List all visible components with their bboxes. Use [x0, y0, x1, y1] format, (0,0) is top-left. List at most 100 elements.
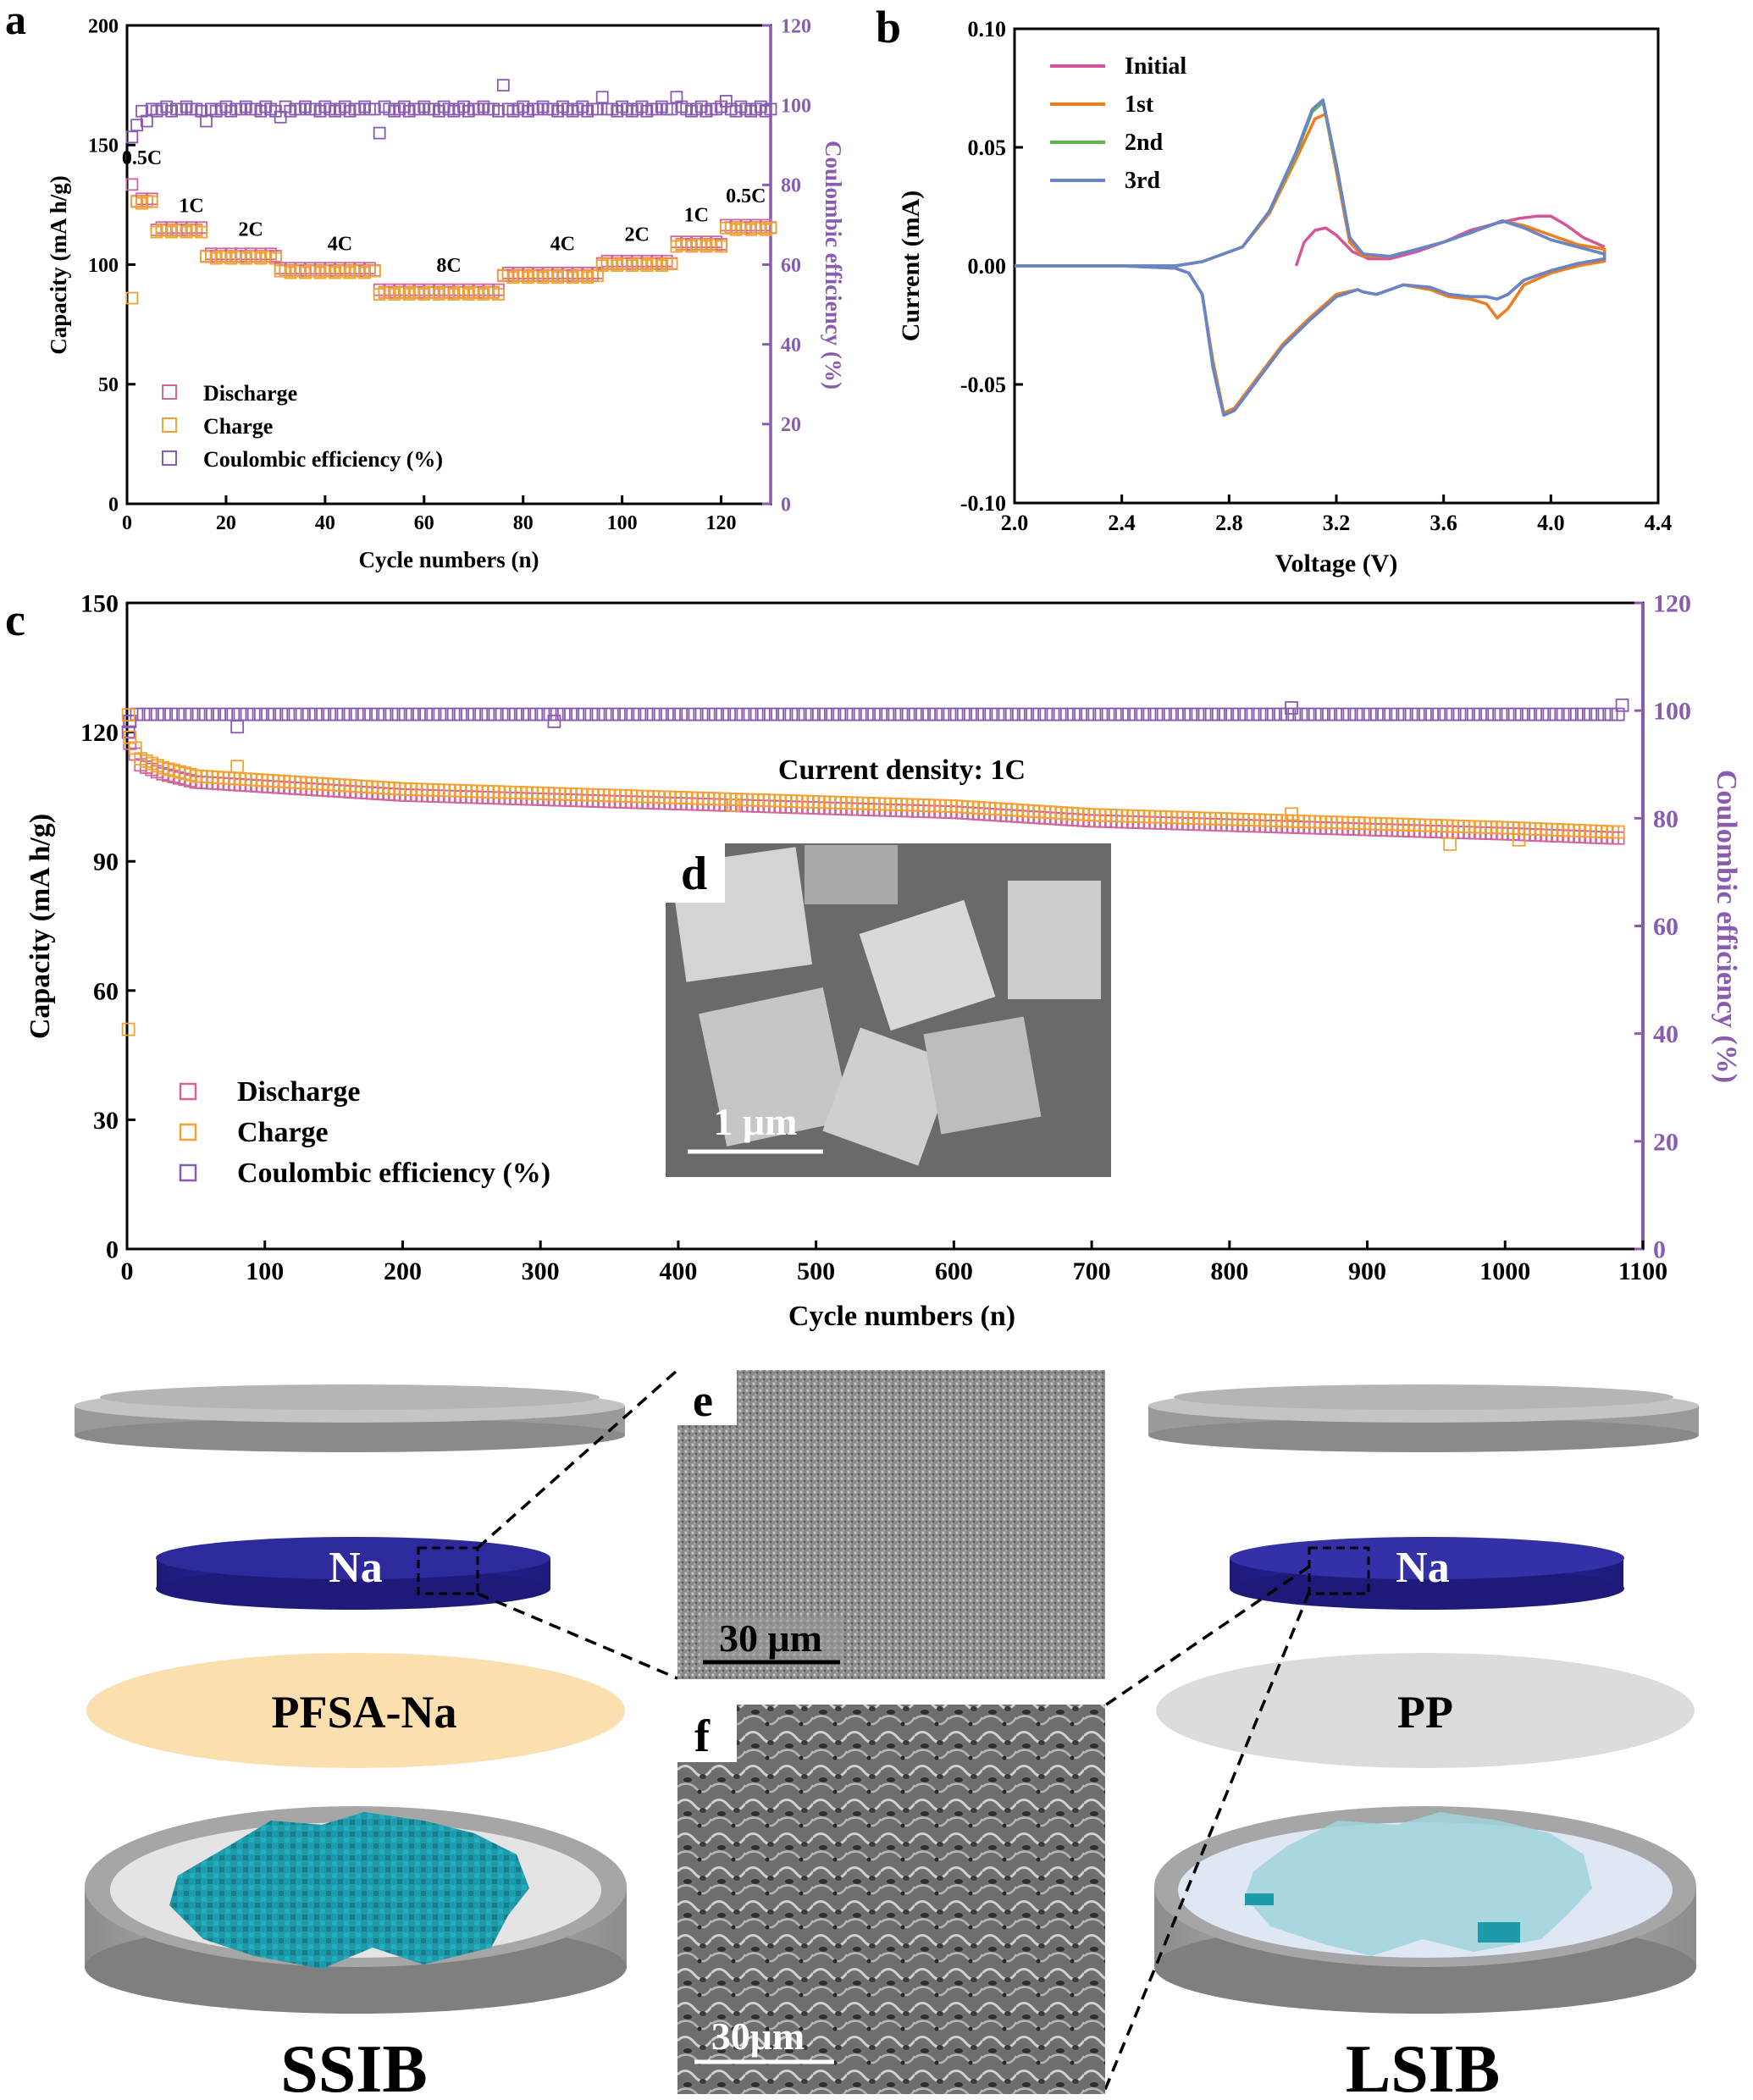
ce-point — [1239, 707, 1253, 721]
ce-point — [811, 707, 826, 721]
charge-point — [764, 221, 777, 235]
ce-point — [660, 707, 674, 721]
charge-point — [195, 225, 208, 239]
panel-b-ylabel: Current (mA) — [897, 191, 925, 342]
panel-b-xtick-label: 3.2 — [1323, 511, 1351, 535]
ce-point — [205, 707, 219, 721]
panel-a-xtick-label: 20 — [216, 512, 236, 534]
ce-point — [1266, 707, 1280, 721]
panel-b-letter: b — [876, 2, 901, 52]
ce-point — [301, 707, 316, 721]
ce-point — [1026, 707, 1040, 721]
ce-point — [1480, 707, 1495, 721]
scale-label-e: 30 μm — [719, 1616, 822, 1660]
ce-point — [1501, 707, 1515, 721]
sem-d-crystal — [923, 1016, 1042, 1135]
rate-label: 0.5C — [122, 147, 162, 169]
legend-c-discharge-label: Discharge — [237, 1076, 360, 1108]
panel-a-y2tick-label: 0 — [781, 494, 791, 516]
legend-label-2nd: 2nd — [1125, 130, 1164, 156]
ce-point — [1604, 707, 1618, 721]
ce-point — [556, 707, 571, 721]
panel-b-xtick-label: 4.4 — [1645, 511, 1673, 535]
panel-b-xtick-label: 2.4 — [1108, 511, 1136, 535]
scale-label-d: 1 μm — [714, 1100, 798, 1143]
ce-point — [130, 707, 144, 721]
panel-c-y2tick-label: 120 — [1653, 590, 1691, 618]
lsib-na-anode: Na — [1230, 1537, 1624, 1610]
ce-point — [357, 707, 371, 721]
ce-point — [185, 707, 199, 721]
ce-point — [1232, 707, 1247, 721]
ce-point — [867, 707, 881, 721]
ce-point — [295, 707, 309, 721]
ce-point — [453, 707, 467, 721]
ce-point — [1011, 707, 1026, 721]
panel-c-ylabel: Capacity (mA h/g) — [25, 814, 56, 1039]
scale-label-e-bg — [700, 1616, 843, 1666]
ce-point — [922, 707, 936, 721]
ce-point — [1081, 707, 1095, 721]
ce-point — [405, 707, 419, 721]
ce-point — [1384, 707, 1398, 721]
ce-point — [653, 707, 667, 721]
ce-point — [1163, 707, 1177, 721]
legend-ce-marker — [162, 450, 177, 466]
ce-point — [991, 707, 1005, 721]
rate-label: 1C — [684, 205, 709, 227]
panel-c-y2tick-label: 40 — [1653, 1020, 1678, 1048]
connector-e-top — [476, 1368, 679, 1550]
ce-point — [1129, 707, 1143, 721]
ce-point — [915, 707, 929, 721]
lsib-separator: PP — [1156, 1653, 1695, 1768]
ce-point — [977, 707, 992, 721]
ce-point — [178, 707, 192, 721]
ce-point — [722, 707, 737, 721]
ce-point — [529, 707, 544, 721]
ce-point — [373, 126, 386, 140]
panel-c-ytick-label: 120 — [80, 719, 119, 747]
discharge-point — [125, 178, 139, 191]
ce-point — [1274, 707, 1287, 721]
panel-a-xtick-label: 80 — [513, 512, 534, 534]
ce-point — [984, 707, 998, 721]
ce-point — [1053, 707, 1067, 721]
ce-point — [274, 707, 289, 721]
panel-b: b -0.10 -0.05 0.00 0.05 0.10 2.0 2.4 2.8 3.2 3.6 4… — [876, 2, 1672, 578]
ce-point — [140, 114, 153, 128]
panel-c-y2tick-label: 80 — [1653, 805, 1678, 833]
charge-point — [1512, 832, 1526, 847]
ce-point — [350, 707, 364, 721]
ce-point — [1108, 707, 1122, 721]
ce-point — [1562, 707, 1577, 721]
ce-point — [368, 102, 381, 116]
ce-point — [1549, 707, 1563, 721]
ce-point — [1507, 707, 1522, 721]
ce-point — [605, 707, 619, 721]
ce-point — [736, 707, 750, 721]
panel-c-y2tick-label: 20 — [1653, 1128, 1678, 1156]
ce-point — [1094, 707, 1109, 721]
ce-point — [901, 707, 915, 721]
ce-point — [492, 104, 505, 118]
ce-point — [674, 707, 688, 721]
panel-c-legend: Discharge Charge Coulombic efficiency (%… — [179, 1076, 550, 1189]
connector-f-bottom — [1101, 1591, 1311, 2097]
panel-a-ylabel: Capacity (mA h/g) — [46, 175, 71, 355]
ce-point — [1322, 707, 1335, 721]
panel-c-xtick-label: 100 — [246, 1257, 284, 1285]
panel-c-y2label: Coulombic efficiency (%) — [1711, 770, 1742, 1083]
ce-point — [1577, 707, 1590, 721]
panel-c-xtick-label: 1000 — [1479, 1257, 1530, 1285]
legend-charge-marker — [162, 417, 177, 433]
panel-c: c 0 30 60 90 120 150 0 20 40 60 80 100 120 0 100 200 300… — [5, 590, 1742, 1333]
panel-c-ytick-label: 150 — [80, 590, 119, 618]
ce-point — [1211, 707, 1225, 721]
panel-a: a 0 50 100 150 200 0 20 40 60 80 100 120 0 20 40 60 80 10… — [5, 0, 846, 572]
ce-point — [1474, 707, 1487, 721]
panel-a-ytick-label: 0 — [108, 494, 119, 516]
ce-point — [943, 707, 957, 721]
ce-point — [1122, 707, 1136, 721]
charge-point — [665, 257, 678, 271]
